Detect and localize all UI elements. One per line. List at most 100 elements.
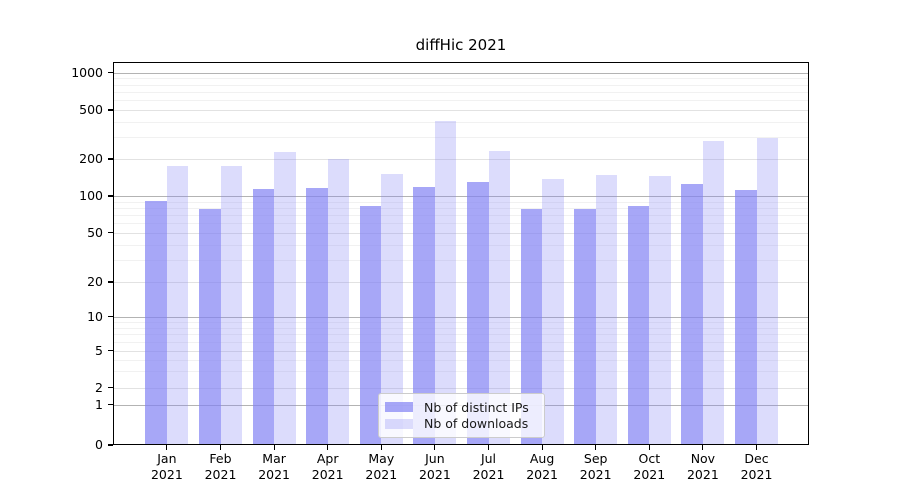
gridline-minor-800	[113, 84, 809, 86]
bar-downloads-feb	[220, 166, 242, 445]
gridline-5	[113, 350, 809, 352]
gridline-200	[113, 159, 809, 160]
x-tick-label-jan: Jan 2021	[140, 451, 194, 482]
x-tick-month: Sep	[583, 451, 608, 466]
bar-downloads-jan	[166, 166, 189, 445]
x-tick-month: Dec	[744, 451, 769, 466]
gridline-minor-400	[113, 121, 809, 123]
x-tick-year: 2021	[740, 466, 773, 482]
x-tick-year: 2021	[311, 466, 344, 482]
y-tick-mark-500	[107, 109, 113, 111]
x-tick-month: Nov	[690, 451, 716, 466]
x-tick-year: 2021	[150, 466, 183, 482]
x-tick-month: Jul	[480, 451, 497, 466]
x-tick-label-aug: Aug 2021	[515, 451, 569, 482]
legend-row-downloads: Nb of downloads	[385, 416, 536, 433]
bar-ips-jul	[467, 182, 489, 445]
x-tick-mark-aug	[541, 445, 543, 450]
y-tick-label-2: 2	[95, 379, 103, 395]
y-tick-mark-5	[107, 350, 113, 352]
chart-title: diffHic 2021	[415, 36, 507, 54]
legend-label-downloads: Nb of downloads	[424, 416, 529, 432]
y-tick-label-10: 10	[87, 308, 103, 324]
bar-ips-oct	[627, 205, 650, 445]
gridline-minor-6	[113, 341, 809, 343]
y-tick-label-200: 200	[79, 151, 103, 166]
bar-downloads-aug	[542, 179, 564, 445]
gridline-1000	[113, 72, 809, 74]
gridline-minor-9	[113, 321, 809, 323]
bar-downloads-may	[381, 173, 403, 445]
x-tick-mark-sep	[595, 445, 597, 450]
x-tick-label-sep: Sep 2021	[569, 451, 623, 482]
gridline-minor-600	[113, 100, 809, 102]
gridline-20	[113, 282, 809, 283]
y-tick-mark-10	[107, 316, 113, 318]
bar-downloads-apr	[327, 158, 350, 445]
y-tick-mark-200	[107, 158, 113, 160]
x-tick-mark-jun	[434, 445, 436, 450]
x-tick-label-nov: Nov 2021	[676, 451, 730, 482]
bar-downloads-jul	[488, 150, 510, 445]
legend-row-ips: Nb of distinct IPs	[385, 399, 536, 416]
x-tick-mark-apr	[327, 445, 329, 450]
x-tick-mark-jan	[166, 445, 168, 450]
bar-ips-may	[359, 205, 382, 445]
x-tick-label-dec: Dec 2021	[730, 451, 784, 482]
bar-downloads-jun	[434, 120, 457, 445]
x-tick-mark-mar	[273, 445, 275, 450]
bar-downloads-mar	[274, 151, 296, 445]
x-tick-year: 2021	[579, 466, 612, 482]
x-tick-month: May	[368, 451, 395, 466]
x-tick-year: 2021	[472, 466, 505, 482]
bar-ips-mar	[252, 189, 275, 445]
y-tick-label-0: 0	[95, 437, 103, 452]
x-tick-year: 2021	[633, 466, 666, 482]
bar-downloads-dec	[756, 138, 778, 445]
x-tick-month: Mar	[262, 451, 286, 466]
plot-area	[113, 62, 809, 446]
bar-ips-feb	[199, 209, 221, 445]
gridline-minor-30	[113, 260, 809, 262]
gridline-minor-80	[113, 207, 809, 209]
x-tick-mark-feb	[219, 445, 222, 450]
gridline-50	[113, 232, 809, 234]
y-tick-mark-20	[107, 281, 113, 283]
bar-downloads-nov	[702, 141, 725, 445]
gridline-minor-70	[113, 214, 809, 216]
x-tick-label-feb: Feb 2021	[194, 451, 248, 482]
legend-label-ips: Nb of distinct IPs	[424, 399, 529, 415]
y-tick-label-1000: 1000	[71, 64, 103, 80]
x-tick-label-jun: Jun 2021	[408, 451, 462, 482]
gridline-100	[113, 196, 809, 197]
x-tick-label-apr: Apr 2021	[301, 451, 355, 482]
bar-ips-nov	[681, 183, 703, 445]
legend: Nb of distinct IPs Nb of downloads	[378, 393, 545, 438]
y-tick-mark-0	[107, 444, 113, 446]
x-tick-year: 2021	[204, 466, 237, 482]
x-tick-month: Oct	[638, 451, 661, 466]
x-tick-year: 2021	[365, 466, 398, 482]
bar-ips-sep	[574, 209, 596, 445]
bar-ips-dec	[735, 189, 757, 445]
gridline-minor-4	[113, 359, 809, 361]
x-tick-mark-jul	[487, 445, 490, 450]
x-tick-mark-may	[380, 445, 382, 450]
x-tick-label-jul: Jul 2021	[462, 451, 516, 482]
x-tick-label-mar: Mar 2021	[247, 451, 301, 482]
gridline-minor-7	[113, 334, 809, 336]
legend-swatch-ips	[385, 402, 413, 413]
x-tick-mark-dec	[755, 445, 758, 450]
gridline-minor-40	[113, 244, 809, 246]
y-tick-mark-2	[107, 386, 113, 389]
gridline-2	[113, 387, 809, 389]
gridline-10	[113, 316, 809, 318]
gridline-minor-90	[113, 201, 809, 203]
bar-ips-jan	[145, 200, 167, 445]
gridline-minor-700	[113, 91, 809, 93]
y-tick-label-500: 500	[79, 102, 103, 117]
x-tick-mark-nov	[702, 445, 704, 450]
legend-swatch-downloads	[385, 418, 413, 429]
y-tick-label-50: 50	[87, 224, 103, 240]
